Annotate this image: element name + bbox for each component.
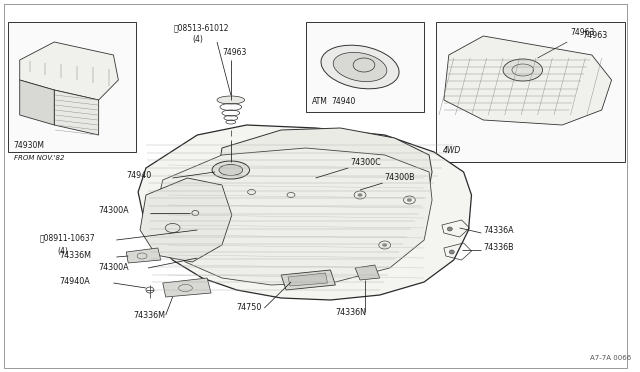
Polygon shape [281, 270, 335, 290]
Text: FROM NOV.'82: FROM NOV.'82 [14, 155, 64, 161]
Ellipse shape [217, 96, 244, 104]
Polygon shape [288, 273, 328, 286]
Text: ATM: ATM [312, 97, 328, 106]
Text: 74336M: 74336M [59, 251, 91, 260]
Polygon shape [20, 42, 118, 100]
Ellipse shape [358, 193, 362, 197]
Bar [8, 22, 136, 152]
Ellipse shape [447, 227, 452, 231]
Text: 74940: 74940 [126, 171, 152, 180]
Ellipse shape [321, 45, 399, 89]
Ellipse shape [212, 161, 250, 179]
Polygon shape [126, 248, 161, 263]
Text: Ⓞ08911-10637: Ⓞ08911-10637 [40, 233, 95, 242]
Text: 74940A: 74940A [59, 277, 90, 286]
Polygon shape [140, 178, 232, 262]
Polygon shape [138, 125, 472, 300]
Bar [306, 22, 424, 112]
Text: 74963: 74963 [570, 28, 595, 37]
Polygon shape [156, 148, 432, 285]
Text: 74750: 74750 [237, 303, 262, 312]
Text: 74336B: 74336B [483, 243, 514, 252]
Text: 74336N: 74336N [335, 308, 366, 317]
Text: 74930M: 74930M [14, 141, 45, 150]
Text: (4): (4) [193, 35, 204, 44]
Text: 74336A: 74336A [483, 226, 514, 235]
Text: Ⓝ08513-61012: Ⓝ08513-61012 [173, 23, 229, 32]
Polygon shape [163, 278, 211, 297]
Ellipse shape [449, 250, 454, 254]
Ellipse shape [333, 52, 387, 81]
Polygon shape [20, 80, 54, 125]
Polygon shape [219, 128, 432, 202]
Text: A7-7A 0066: A7-7A 0066 [590, 355, 631, 361]
Polygon shape [444, 36, 612, 125]
Bar [436, 22, 625, 162]
Ellipse shape [503, 59, 543, 81]
Polygon shape [54, 90, 99, 135]
Ellipse shape [219, 164, 243, 176]
Text: 74300A: 74300A [99, 206, 129, 215]
Text: 74300C: 74300C [350, 158, 381, 167]
Text: 74963: 74963 [582, 31, 607, 40]
Ellipse shape [382, 243, 387, 247]
Text: 74300B: 74300B [385, 173, 415, 182]
Polygon shape [355, 265, 380, 280]
Text: 74336M: 74336M [133, 311, 165, 320]
Ellipse shape [407, 198, 412, 202]
Text: 74963: 74963 [222, 48, 246, 57]
Text: 4WD: 4WD [443, 146, 461, 155]
Text: 74300A: 74300A [99, 263, 129, 272]
Text: 74940: 74940 [332, 97, 356, 106]
Text: (4): (4) [57, 247, 68, 256]
